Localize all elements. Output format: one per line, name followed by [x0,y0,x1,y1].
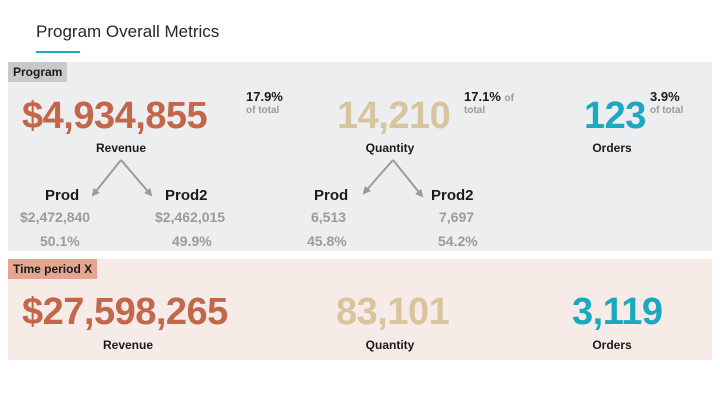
title-underline [36,51,80,53]
quantity-prod2-share: 54.2% [438,233,478,249]
program-orders-pct: 3.9% [650,89,680,104]
quantity-prod2-name: Prod2 [431,187,474,204]
period-revenue-value: $27,598,265 [22,291,228,333]
program-orders-label: Orders [592,141,632,155]
period-panel: Time period X [8,259,712,360]
program-revenue-value: $4,934,855 [22,95,208,137]
revenue-prod-share: 50.1% [40,233,80,249]
revenue-prod2-value: $2,462,015 [155,209,226,225]
program-revenue-pct: 17.9% [246,89,283,104]
program-orders-of-total: of total [650,105,684,116]
page-title: Program Overall Metrics [36,22,220,41]
revenue-prod-value: $2,472,840 [20,209,91,225]
program-quantity-pct: 17.1% [464,89,501,104]
quantity-prod-share: 45.8% [307,233,347,249]
quantity-prod-name: Prod [314,187,349,204]
program-revenue-label: Revenue [95,141,147,155]
quantity-prod-value: 6,513 [311,209,347,225]
revenue-prod2-name: Prod2 [165,187,208,204]
program-quantity-label: Quantity [365,141,415,155]
revenue-prod2-share: 49.9% [172,233,212,249]
program-revenue-of-total: of total [246,105,280,116]
program-quantity-of-total: total [464,105,486,116]
period-quantity-value: 83,101 [336,291,450,333]
period-orders-label: Orders [592,338,632,352]
quantity-prod2-value: 7,697 [439,209,475,225]
period-tag: Time period X [8,259,98,279]
program-quantity-value: 14,210 [337,95,451,137]
revenue-prod-name: Prod [45,187,80,204]
period-orders-value: 3,119 [572,291,663,333]
period-revenue-label: Revenue [102,338,154,352]
period-quantity-label: Quantity [365,338,415,352]
program-orders-value: 123 [584,95,646,137]
program-quantity-of: of [504,93,514,104]
program-tag: Program [8,62,68,82]
program-panel: Program [8,62,712,251]
